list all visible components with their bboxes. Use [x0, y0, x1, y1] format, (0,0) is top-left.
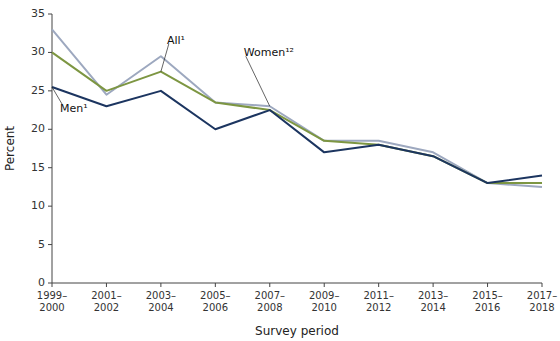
x-tick-label: 2013–2014	[418, 290, 448, 313]
x-tick-label: 2001–2002	[91, 290, 121, 313]
x-tick	[215, 283, 216, 287]
x-tick	[269, 283, 270, 287]
series-line	[52, 87, 542, 183]
series-label: Women¹²	[244, 46, 294, 59]
series-label: All¹	[167, 34, 185, 47]
x-tick	[324, 283, 325, 287]
plot-area	[52, 29, 542, 187]
y-tick-label: 0	[38, 276, 45, 289]
x-tick-label: 1999–2000	[37, 290, 67, 313]
x-tick-label: 2011–2012	[363, 290, 393, 313]
x-axis	[52, 283, 542, 284]
y-tick-label: 20	[31, 122, 45, 135]
x-tick	[542, 283, 543, 287]
y-tick-label: 15	[31, 161, 45, 174]
y-tick	[48, 206, 52, 207]
x-tick-label: 2017–2018	[527, 290, 557, 313]
series-line	[52, 52, 542, 183]
x-tick	[106, 283, 107, 287]
x-tick-label: 2007–2008	[255, 290, 285, 313]
x-tick-label: 2015–2016	[472, 290, 502, 313]
x-tick	[433, 283, 434, 287]
y-tick	[48, 283, 52, 284]
y-tick	[48, 14, 52, 15]
x-tick	[52, 283, 53, 287]
series-label: Men¹	[60, 102, 88, 115]
label-leader	[246, 56, 270, 106]
x-tick	[487, 283, 488, 287]
y-axis-label: Percent	[3, 126, 17, 171]
series-line	[52, 29, 542, 187]
y-tick	[48, 90, 52, 91]
y-tick	[48, 167, 52, 168]
y-tick-label: 30	[31, 45, 45, 58]
y-tick-label: 5	[38, 238, 45, 251]
y-tick-label: 10	[31, 199, 45, 212]
x-axis-label: Survey period	[255, 324, 339, 338]
y-tick-label: 35	[31, 7, 45, 20]
x-tick-label: 2005–2006	[200, 290, 230, 313]
x-tick-label: 2009–2010	[309, 290, 339, 313]
label-leader	[161, 44, 169, 72]
y-axis	[52, 14, 53, 283]
y-tick	[48, 129, 52, 130]
y-tick	[48, 52, 52, 53]
y-tick	[48, 244, 52, 245]
x-tick-label: 2003–2004	[146, 290, 176, 313]
x-tick	[160, 283, 161, 287]
x-tick	[378, 283, 379, 287]
chart: 0 5 10 15 20 25 30 35 1999–2000 2001–2002 2003–200…	[0, 0, 560, 341]
y-tick-label: 25	[31, 84, 45, 97]
